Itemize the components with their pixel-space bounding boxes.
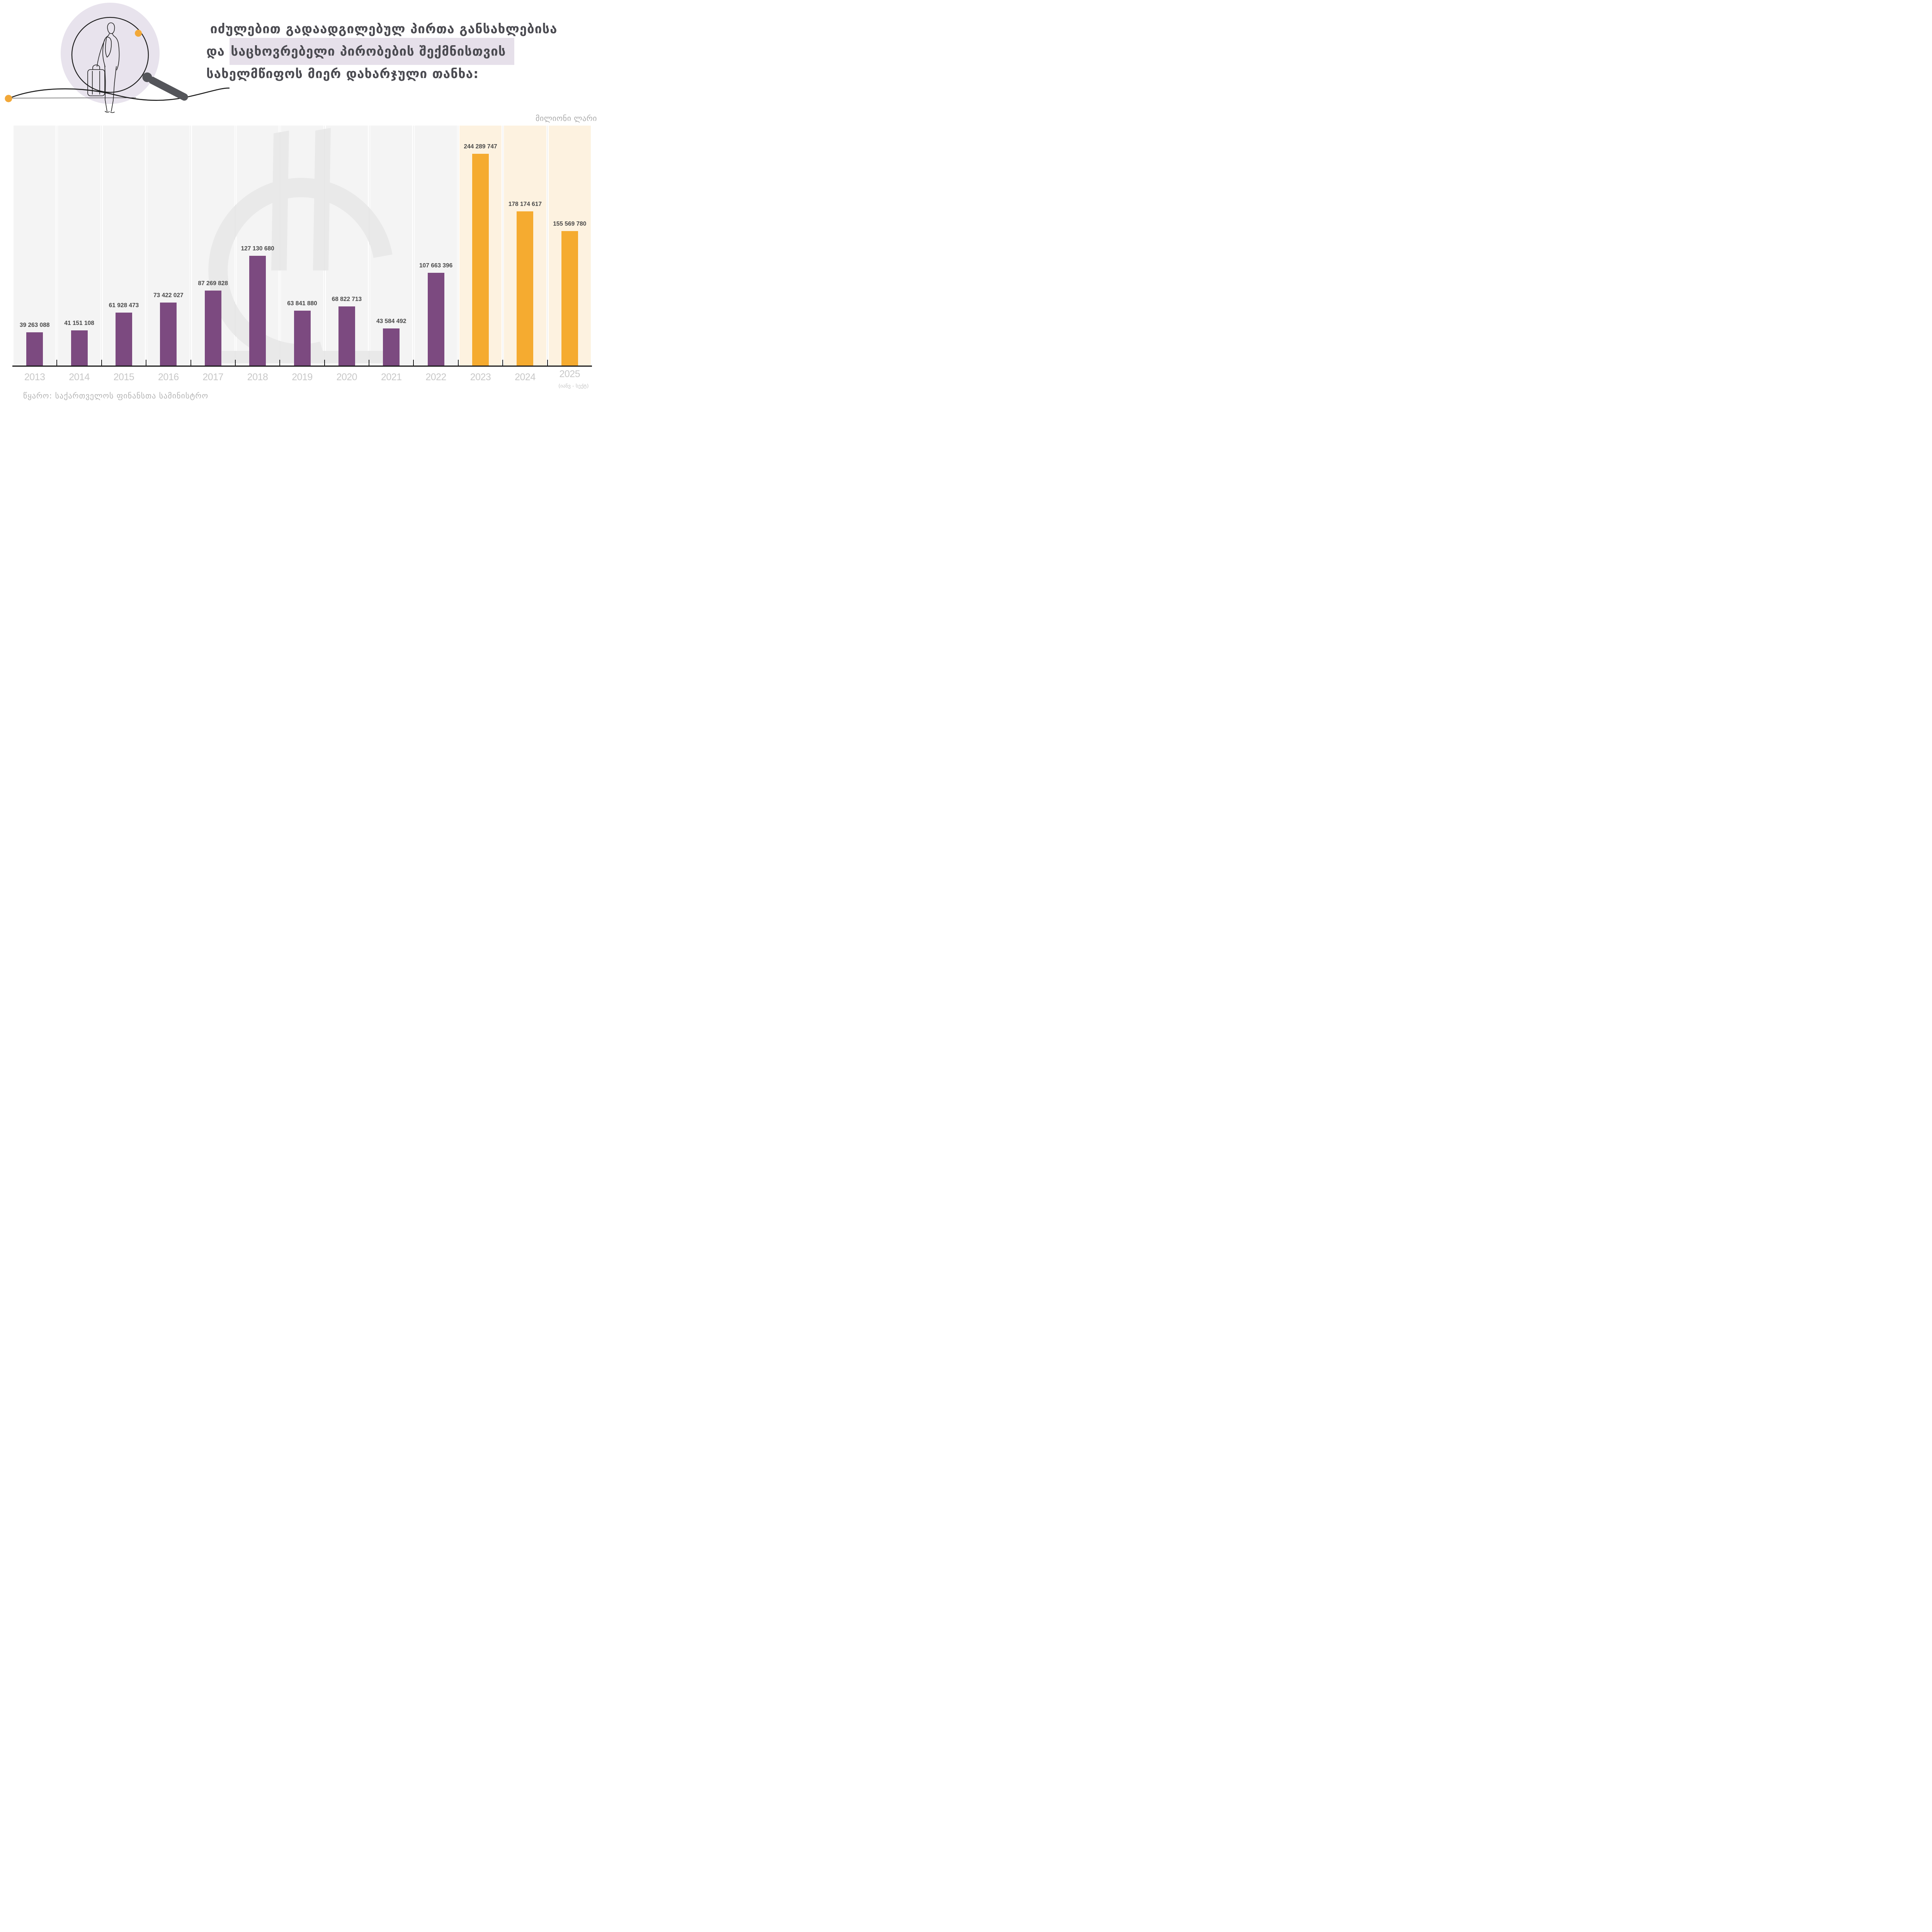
source-credit: წყარო: საქართველოს ფინანსთა სამინისტრო bbox=[23, 391, 209, 400]
bar-2021 bbox=[383, 328, 400, 366]
year-note-2025: (იანვ - სექტ) bbox=[558, 383, 589, 389]
value-label-2014: 41 151 108 bbox=[64, 320, 94, 327]
orange-dot-circle bbox=[135, 30, 142, 37]
axis-tick bbox=[235, 360, 236, 366]
orange-dot-left bbox=[5, 95, 12, 102]
year-label-2021: 2021 bbox=[381, 372, 402, 383]
value-label-2020: 68 822 713 bbox=[332, 296, 362, 303]
column-band-2013 bbox=[14, 126, 56, 366]
bar-2023 bbox=[472, 154, 489, 366]
bar-2025 bbox=[561, 231, 578, 366]
column-band-2014 bbox=[58, 126, 100, 366]
value-label-2016: 73 422 027 bbox=[153, 292, 184, 299]
year-label-2019: 2019 bbox=[292, 372, 313, 383]
infographic-canvas: 39 263 088 2013 41 151 108 2014 61 928 473 20… bbox=[0, 0, 603, 406]
year-label-2018: 2018 bbox=[247, 372, 268, 383]
bar-2020 bbox=[338, 306, 355, 366]
bar-2018 bbox=[249, 255, 266, 366]
circle-frame bbox=[71, 17, 149, 93]
bar-2024 bbox=[517, 211, 534, 366]
value-label-2013: 39 263 088 bbox=[19, 321, 50, 328]
year-label-2015: 2015 bbox=[113, 372, 134, 383]
title-line-3: სახელმწიფოს მიერ დახარჯული თანხა: bbox=[206, 66, 479, 81]
value-label-2019: 63 841 880 bbox=[287, 300, 317, 307]
axis-tick bbox=[457, 360, 459, 366]
value-label-2018: 127 130 680 bbox=[241, 245, 274, 252]
axis-tick bbox=[56, 360, 58, 366]
axis-tick bbox=[547, 360, 548, 366]
column-divider bbox=[413, 126, 414, 366]
year-label-2013: 2013 bbox=[24, 372, 45, 383]
title-line-2-highlight: საცხოვრებელი პირობების შექმნისთვის bbox=[230, 38, 515, 65]
year-label-2023: 2023 bbox=[470, 372, 491, 383]
axis-tick bbox=[502, 360, 503, 366]
year-label-2020: 2020 bbox=[336, 372, 357, 383]
bar-2015 bbox=[115, 312, 132, 366]
year-label-2022: 2022 bbox=[425, 372, 446, 383]
value-label-2022: 107 663 396 bbox=[419, 262, 453, 269]
bar-2017 bbox=[204, 290, 221, 366]
bar-2019 bbox=[294, 311, 311, 366]
axis-tick bbox=[190, 360, 191, 366]
value-label-2017: 87 269 828 bbox=[198, 280, 228, 287]
x-axis-line bbox=[12, 366, 592, 367]
traveler-illustration bbox=[5, 3, 230, 113]
bar-2016 bbox=[160, 302, 177, 366]
year-label-2024: 2024 bbox=[515, 372, 536, 383]
bar-2014 bbox=[71, 330, 88, 366]
title-line-2-prefix: და bbox=[206, 44, 230, 59]
traveler-line-art bbox=[87, 22, 120, 113]
page-title: იძულებით გადაადგილებულ პირთა განსახლების… bbox=[206, 18, 557, 85]
year-label-2016: 2016 bbox=[158, 372, 179, 383]
value-label-2025: 155 569 780 bbox=[553, 220, 587, 227]
value-label-2021: 43 584 492 bbox=[376, 318, 406, 325]
unit-label: მილიონი ლარი bbox=[535, 114, 597, 123]
value-label-2024: 178 174 617 bbox=[508, 201, 542, 207]
year-label-2017: 2017 bbox=[202, 372, 224, 383]
column-divider bbox=[190, 126, 191, 366]
column-divider bbox=[547, 126, 548, 366]
bar-chart: 39 263 088 2013 41 151 108 2014 61 928 473 20… bbox=[0, 0, 603, 406]
value-label-2023: 244 289 747 bbox=[464, 143, 497, 150]
value-label-2015: 61 928 473 bbox=[109, 302, 139, 309]
title-line-2: და საცხოვრებელი პირობების შექმნისთვის bbox=[206, 38, 557, 65]
column-divider bbox=[324, 126, 325, 366]
axis-tick bbox=[324, 360, 325, 366]
column-divider bbox=[101, 126, 102, 366]
magnifier-handle bbox=[148, 77, 188, 101]
axis-tick bbox=[413, 360, 414, 366]
bar-2013 bbox=[26, 332, 43, 366]
lavender-blob bbox=[61, 3, 160, 104]
bar-2022 bbox=[427, 272, 444, 366]
title-line-1: იძულებით გადაადგილებულ პირთა განსახლების… bbox=[210, 21, 558, 36]
axis-tick bbox=[279, 360, 281, 366]
axis-tick bbox=[101, 360, 102, 366]
year-label-2014: 2014 bbox=[69, 372, 90, 383]
year-label-2025: 2025 bbox=[559, 369, 580, 379]
accent-swoosh-line bbox=[8, 87, 230, 101]
